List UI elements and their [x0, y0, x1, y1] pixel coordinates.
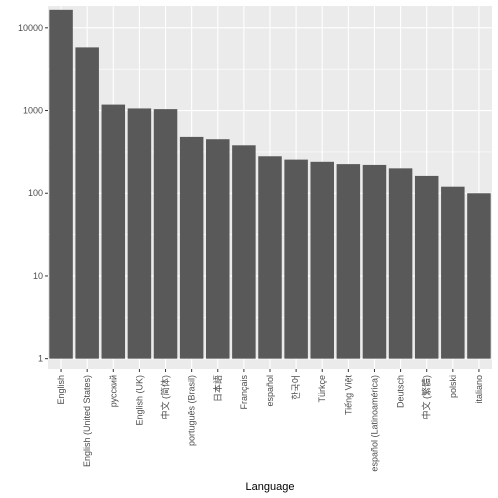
bar: [310, 161, 334, 359]
bars: [49, 9, 491, 359]
bar: [441, 186, 465, 359]
x-tick-label: polski: [448, 375, 458, 398]
bar: [75, 47, 99, 359]
bar: [153, 109, 178, 359]
bar: [336, 164, 361, 359]
x-tick-label: 中文 (简体): [160, 375, 171, 420]
x-tick-label: español (Latinoamérica): [369, 375, 379, 472]
x-tick-label: 日本語: [212, 375, 223, 402]
x-tick-label: English (UK): [134, 375, 144, 426]
y-axis: 1 10 100 1000 10000: [18, 23, 48, 364]
bar: [467, 193, 491, 359]
bar: [258, 156, 282, 359]
y-tick-label: 10000: [18, 23, 43, 33]
bar: [232, 145, 256, 359]
x-tick-label: italiano: [474, 375, 484, 404]
bar: [362, 164, 387, 359]
bar: [206, 139, 230, 359]
x-tick-label: Français: [239, 375, 249, 410]
bar: [49, 9, 73, 359]
x-tick-label: Deutsch: [396, 375, 406, 408]
bar: [179, 136, 204, 359]
x-axis: English English (United States) русский Eng…: [56, 369, 484, 472]
bar: [388, 168, 413, 359]
y-tick-label: 1000: [23, 106, 43, 116]
x-tick-label: 한국어: [291, 375, 301, 400]
x-tick-label: español: [265, 375, 275, 407]
x-tick-label: English: [56, 375, 66, 405]
x-axis-title: Language: [246, 481, 295, 493]
x-tick-label: русский: [108, 375, 118, 407]
x-tick-label: português (Brasil): [187, 375, 197, 446]
x-tick-label: Tiếng Việt: [343, 375, 353, 416]
x-tick-label: 中文 (繁體): [421, 375, 432, 420]
x-tick-label: English (United States): [82, 375, 92, 467]
y-tick-label: 1: [38, 354, 43, 364]
y-tick-label: 10: [33, 271, 43, 281]
y-tick-label: 100: [28, 188, 43, 198]
bar: [127, 108, 152, 359]
bar: [284, 159, 308, 359]
x-tick-label: Türkçe: [317, 375, 327, 403]
bar: [101, 104, 126, 359]
bar: [414, 175, 439, 359]
